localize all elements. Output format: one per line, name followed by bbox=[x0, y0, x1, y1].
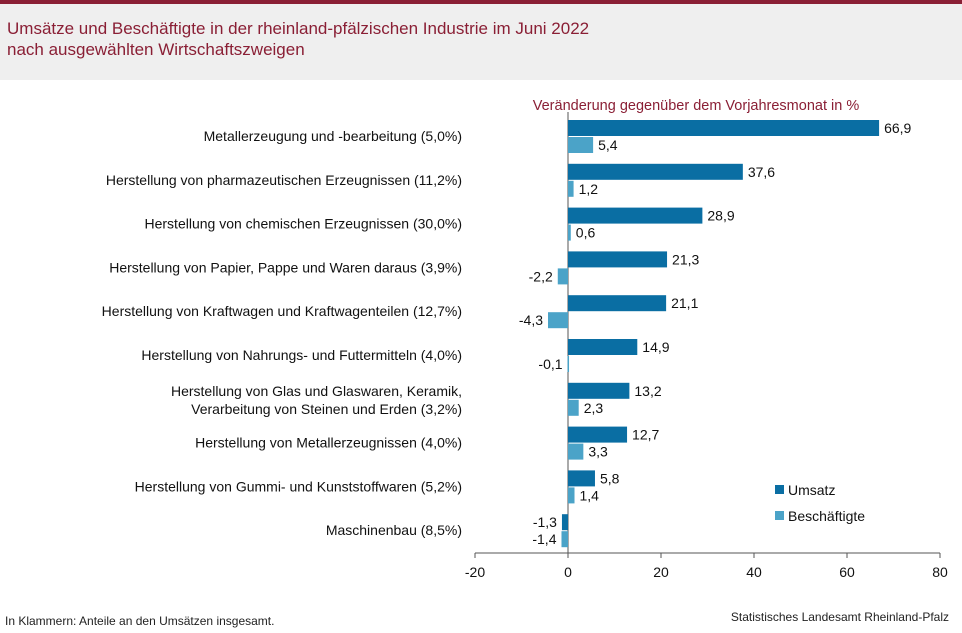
data-label: 5,4 bbox=[598, 137, 618, 153]
bar-umsatz bbox=[568, 470, 595, 487]
title-line-2: nach ausgewählten Wirtschaftszweigen bbox=[7, 40, 305, 59]
bar-umsatz bbox=[568, 207, 703, 224]
top-rule bbox=[0, 0, 962, 4]
category-label: Herstellung von Papier, Pappe und Waren … bbox=[109, 259, 462, 275]
x-tick-label: 20 bbox=[653, 564, 669, 580]
bar-beschaeftigte bbox=[568, 224, 571, 241]
legend-label: Beschäftigte bbox=[788, 508, 865, 524]
category-label: Herstellung von Metallerzeugnissen (4,0%… bbox=[195, 435, 462, 451]
data-label: 1,2 bbox=[579, 181, 599, 197]
category-label: Maschinenbau (8,5%) bbox=[326, 522, 462, 538]
data-label: 66,9 bbox=[884, 120, 911, 136]
bar-umsatz bbox=[568, 382, 630, 399]
category-label: Herstellung von Gummi- und Kunststoffwar… bbox=[135, 478, 462, 494]
category-label: Metallerzeugung und -bearbeitung (5,0%) bbox=[204, 128, 462, 144]
x-tick-label: 40 bbox=[746, 564, 762, 580]
legend-label: Umsatz bbox=[788, 482, 835, 498]
title-line-1: Umsätze und Beschäftigte in der rheinlan… bbox=[7, 19, 590, 38]
data-label: 28,9 bbox=[707, 208, 734, 224]
data-label: -1,4 bbox=[532, 531, 556, 547]
chart-panel bbox=[0, 80, 962, 633]
x-tick-label: -20 bbox=[465, 564, 485, 580]
data-label: -1,3 bbox=[533, 514, 557, 530]
source-credit: Statistisches Landesamt Rheinland-Pfalz bbox=[730, 610, 949, 624]
data-label: -4,3 bbox=[519, 312, 543, 328]
data-label: 12,7 bbox=[632, 427, 659, 443]
category-label: Herstellung von Nahrungs- und Futtermitt… bbox=[141, 347, 462, 363]
bar-umsatz bbox=[568, 295, 667, 312]
header: Umsätze und Beschäftigte in der rheinlan… bbox=[0, 4, 962, 74]
x-tick-label: 0 bbox=[564, 564, 572, 580]
data-label: 21,1 bbox=[671, 295, 698, 311]
data-label: -0,1 bbox=[538, 356, 562, 372]
category-label: Herstellung von pharmazeutischen Erzeugn… bbox=[106, 172, 462, 188]
data-label: 2,3 bbox=[584, 400, 604, 416]
footnote: In Klammern: Anteile an den Umsätzen ins… bbox=[5, 614, 275, 628]
data-label: 37,6 bbox=[748, 164, 775, 180]
bar-umsatz bbox=[561, 514, 568, 531]
data-label: -2,2 bbox=[529, 268, 553, 284]
data-label: 3,3 bbox=[588, 444, 608, 460]
bar-umsatz bbox=[568, 339, 638, 355]
bar-beschaeftigte bbox=[568, 399, 579, 416]
data-label: 1,4 bbox=[580, 487, 600, 503]
data-label: 14,9 bbox=[642, 339, 669, 355]
chart-title: Umsätze und Beschäftigte in der rheinlan… bbox=[7, 18, 947, 60]
bar-beschaeftigte bbox=[561, 531, 568, 548]
bar-beschaeftigte bbox=[568, 487, 575, 504]
data-label: 5,8 bbox=[600, 470, 620, 486]
chart-subtitle: Veränderung gegenüber dem Vorjahresmonat… bbox=[533, 98, 860, 114]
legend-swatch-beschaeftigte bbox=[775, 511, 784, 520]
bar-beschaeftigte bbox=[568, 180, 574, 197]
bar-beschaeftigte bbox=[557, 268, 568, 285]
bar-umsatz bbox=[568, 426, 628, 443]
bar-umsatz bbox=[568, 163, 743, 180]
x-tick-label: 80 bbox=[932, 564, 948, 580]
bar-beschaeftigte bbox=[568, 443, 584, 460]
bar-beschaeftigte bbox=[567, 356, 570, 372]
data-label: 21,3 bbox=[672, 251, 699, 267]
x-tick-label: 60 bbox=[839, 564, 855, 580]
data-label: 0,6 bbox=[576, 225, 596, 241]
data-label: 13,2 bbox=[634, 383, 661, 399]
bar-umsatz bbox=[568, 251, 668, 268]
bar-umsatz bbox=[568, 120, 880, 136]
legend-swatch-umsatz bbox=[775, 485, 784, 494]
bar-beschaeftigte bbox=[568, 137, 594, 153]
bar-beschaeftigte bbox=[548, 312, 568, 329]
category-label: Herstellung von chemischen Erzeugnissen … bbox=[145, 216, 463, 232]
category-label: Herstellung von Kraftwagen und Kraftwage… bbox=[102, 303, 462, 319]
category-label: Verarbeitung von Steinen und Erden (3,2%… bbox=[191, 401, 462, 417]
category-label: Herstellung von Glas und Glaswaren, Kera… bbox=[171, 383, 462, 399]
